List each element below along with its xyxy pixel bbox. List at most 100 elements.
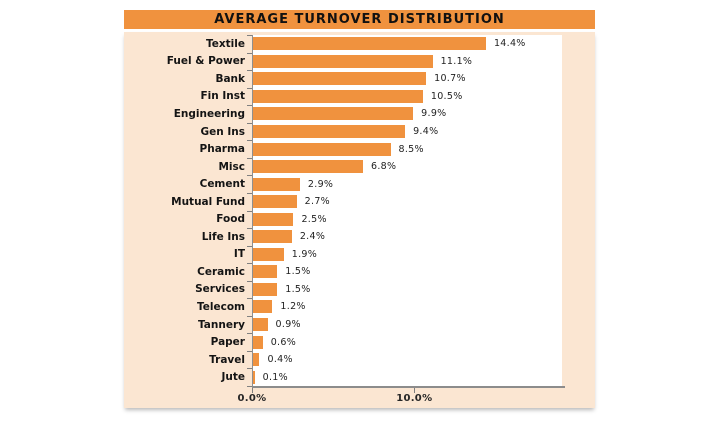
category-label-telecom: Telecom [197,300,245,313]
bar-value-label: 0.4% [267,354,293,366]
bar-value-label: 1.5% [285,283,311,295]
bar-row: 2.4% [253,228,562,246]
bar-fuel-power [253,54,433,68]
bar-row: 14.4% [253,35,562,53]
bar-row: 2.9% [253,175,562,193]
y-tick-mark [247,350,252,352]
chart-background-area: Textile Fuel & Power Bank Fin Inst Engineeri… [124,32,595,408]
category-label-tannery: Tannery [198,318,245,331]
bar-value-label: 11.1% [440,55,473,67]
category-label-textile: Textile [205,37,245,50]
category-label-paper: Paper [210,336,245,349]
category-label-engineering: Engineering [173,107,245,120]
bar-row: 1.2% [253,298,562,316]
category-label-travel: Travel [209,353,245,366]
bar-row: 1.5% [253,281,562,299]
category-label-it: IT [233,248,245,261]
bar-telecom [253,300,273,314]
bar-food [253,212,294,226]
bar-value-label: 14.4% [493,38,526,50]
y-tick-mark [247,175,252,177]
y-tick-mark [247,263,252,265]
bar-value-label: 10.5% [430,90,463,102]
category-label-services: Services [195,283,245,296]
bar-value-label: 8.5% [398,143,424,155]
category-label-misc: Misc [218,160,245,173]
y-tick-mark [247,245,252,247]
bar-value-label: 1.2% [280,301,306,313]
bar-life-ins [253,230,292,244]
bar-gen-ins [253,125,406,138]
x-tick-label: 0.0% [237,393,267,404]
category-label-ceramic: Ceramic [197,265,245,278]
y-tick-mark [247,280,252,282]
bar-row: 1.9% [253,246,562,264]
bar-row: 1.5% [253,263,562,281]
category-label-fuel-power: Fuel & Power [166,55,245,68]
bar-row: 9.4% [253,123,562,141]
category-label-jute: Jute [221,371,245,384]
bar-bank [253,72,427,86]
bar-row: 9.9% [253,105,562,123]
bar-row: 10.5% [253,88,562,106]
x-tick-label: 10.0% [396,393,433,404]
y-tick-mark [247,70,252,72]
chart-title: AVERAGE TURNOVER DISTRIBUTION [214,12,505,27]
turnover-chart: AVERAGE TURNOVER DISTRIBUTION Textile Fue… [124,10,595,408]
bar-value-label: 2.5% [301,213,327,225]
y-tick-mark [247,87,252,89]
bar-paper [253,335,263,349]
bar-it [253,247,284,261]
bar-value-label: 9.4% [413,126,439,137]
bar-value-label: 1.9% [291,248,318,260]
bar-value-label: 9.9% [421,108,447,120]
bar-row: 0.6% [253,333,562,351]
category-label-food: Food [216,213,245,226]
bar-ceramic [253,265,278,279]
bar-value-label: 2.7% [304,196,331,208]
x-axis-line [252,386,565,388]
y-tick-mark [247,105,252,107]
bar-row: 8.5% [253,140,562,158]
bar-row: 11.1% [253,53,562,71]
bar-value-label: 6.8% [371,161,397,173]
bar-value-label: 0.6% [270,336,297,348]
bar-fin-inst [253,89,423,103]
bar-row: 0.9% [253,316,562,334]
y-tick-mark [247,192,252,194]
bar-misc [253,160,363,174]
category-label-fin-inst: Fin Inst [200,90,245,103]
bar-row: 10.7% [253,70,562,88]
bar-row: 0.1% [253,368,562,386]
y-tick-mark [247,210,252,212]
bar-tannery [253,318,268,332]
bar-value-label: 2.9% [307,178,334,190]
y-tick-mark [247,122,252,124]
bar-services [253,282,278,296]
chart-title-banner: AVERAGE TURNOVER DISTRIBUTION [124,10,595,29]
bar-textile [253,37,486,51]
bar-engineering [253,107,414,121]
y-tick-mark [247,228,252,230]
y-tick-mark [247,315,252,317]
bar-row: 6.8% [253,158,562,176]
bar-value-label: 0.1% [262,371,288,383]
category-label-cement: Cement [199,178,245,191]
bar-value-label: 2.4% [299,231,326,243]
x-tick-mark [252,388,253,393]
bar-value-label: 1.5% [285,266,311,278]
bar-row: 2.7% [253,193,562,211]
category-label-pharma: Pharma [199,143,245,156]
y-tick-mark [247,52,252,54]
category-label-life-ins: Life Ins [201,230,245,243]
bar-row: 2.5% [253,210,562,228]
category-label-mutual-fund: Mutual Fund [171,195,245,208]
y-tick-mark [247,298,252,300]
plot-area: 14.4% 11.1% 10.7% 10.5% 9.9% 9.4% 8.5% 6.8% 2.9%… [252,35,562,386]
bar-row: 0.4% [253,351,562,369]
bar-pharma [253,142,391,156]
bar-mutual-fund [253,195,297,209]
y-tick-mark [247,35,252,36]
bar-value-label: 10.7% [434,73,466,85]
